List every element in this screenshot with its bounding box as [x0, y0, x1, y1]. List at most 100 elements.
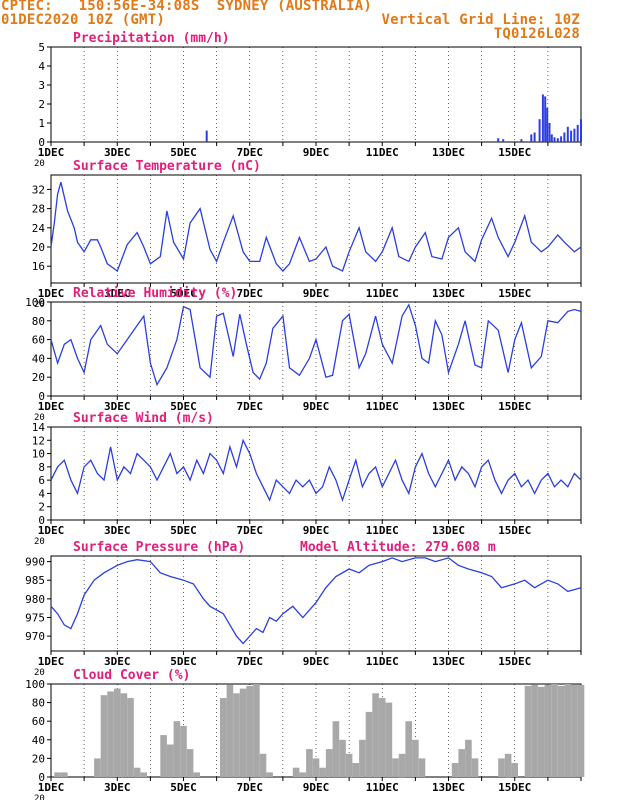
cloud-bar [577, 684, 585, 777]
y-tick-label: 32 [32, 183, 45, 196]
y-tick-label: 8 [38, 461, 45, 474]
precip-bar [563, 132, 566, 142]
precip-bar [553, 137, 556, 143]
y-tick-label: 100 [25, 296, 45, 309]
x-tick-label: 9DEC [303, 146, 330, 159]
y-tick-label: 60 [32, 334, 45, 347]
x-tick-label: 7DEC [237, 655, 264, 668]
x-tick-label: 5DEC [170, 287, 197, 300]
x-tick-label: 11DEC [366, 655, 399, 668]
cloud-bar [345, 753, 353, 778]
cloud-bar [114, 688, 121, 777]
y-tick-label: 16 [32, 260, 45, 273]
x-tick-label: 13DEC [432, 781, 465, 794]
x-tick-label: 15DEC [498, 655, 531, 668]
x-tick-label: 15DEC [498, 524, 531, 537]
press-series-line [50, 557, 582, 645]
cloud-bar [418, 758, 426, 777]
precip-bar [556, 138, 559, 142]
y-tick-label: 3 [38, 79, 45, 92]
y-tick-label: 14 [32, 421, 46, 434]
precip-bar [541, 94, 544, 142]
x-tick-label: 3DEC [104, 781, 131, 794]
cloud-bar [246, 685, 253, 777]
temp-panel [47, 174, 582, 287]
precip-bar [533, 132, 536, 142]
cloud-bar [239, 688, 247, 777]
cloud-bar [133, 767, 141, 777]
y-tick-label: 2 [38, 98, 45, 111]
x-tick-label: 5DEC [170, 400, 197, 413]
header-location: CPTEC: 150:56E-34:08S SYDNEY (AUSTRALIA) [1, 0, 373, 14]
precip-bar [497, 138, 500, 142]
x-tick-label: 15DEC [498, 781, 531, 794]
y-tick-label: 80 [32, 697, 45, 710]
cloud-bar [325, 749, 333, 777]
cloud-bar [571, 684, 578, 777]
cloud-bar [385, 702, 393, 777]
x-tick-label: 3DEC [104, 400, 131, 413]
cloud-bar [226, 684, 234, 777]
cloud-bar [219, 698, 227, 777]
y-tick-label: 28 [32, 203, 45, 216]
x-tick-label: 15DEC [498, 287, 531, 300]
cloud-bar [359, 739, 366, 777]
precip-bar [538, 119, 541, 142]
y-tick-label: 20 [32, 241, 45, 254]
cloud-bar [319, 767, 326, 777]
cloud-bar [524, 685, 532, 777]
cloud-bar [378, 698, 386, 777]
y-tick-label: 20 [32, 752, 45, 765]
y-tick-label: 990 [25, 556, 45, 569]
y-tick-label: 100 [25, 678, 45, 691]
precip-bar [570, 130, 573, 142]
x-tick-label: 15DEC [498, 400, 531, 413]
y-tick-label: 4 [38, 60, 45, 73]
precip-bar [205, 130, 208, 142]
x-tick-label: 7DEC [237, 400, 264, 413]
cloud-panel [47, 683, 585, 781]
wind-title: Surface Wind (m/s) [73, 411, 214, 426]
y-tick-label: 2 [38, 501, 45, 514]
precip-bar [544, 96, 547, 142]
y-tick-label: 0 [38, 514, 45, 527]
x-tick-label: 11DEC [366, 781, 399, 794]
x-tick-label: 13DEC [432, 400, 465, 413]
precip-bar [573, 128, 576, 142]
x-axis-stub: 20 [34, 300, 45, 310]
x-tick-label: 3DEC [104, 655, 131, 668]
y-tick-label: 970 [25, 630, 45, 643]
y-tick-label: 20 [32, 371, 45, 384]
x-axis-stub: 20 [34, 794, 45, 800]
cloud-bar [259, 753, 267, 778]
cloud-bar [465, 739, 472, 777]
cloud-bar [173, 721, 181, 777]
header-model-id: TQ0126L028 [493, 26, 580, 42]
x-tick-label: 13DEC [432, 287, 465, 300]
y-tick-label: 985 [25, 574, 45, 587]
cloud-bar [160, 735, 167, 777]
precip-bar [548, 123, 551, 142]
x-tick-label: 1DEC [38, 524, 65, 537]
cloud-bar [557, 685, 565, 777]
y-tick-label: 60 [32, 715, 45, 728]
cloud-bar [233, 693, 240, 777]
cloud-bar [266, 772, 273, 777]
y-tick-label: 40 [32, 352, 45, 365]
cloud-bar [471, 758, 479, 777]
x-tick-label: 11DEC [366, 524, 399, 537]
precip-bar [576, 124, 579, 142]
cloud-bar [538, 686, 545, 777]
cloud-bar [352, 763, 359, 777]
x-axis-stub: 20 [34, 668, 45, 678]
wind-panel [47, 426, 582, 524]
cloud-bar [332, 721, 340, 777]
x-tick-label: 1DEC [38, 655, 65, 668]
cloud-bar [339, 739, 346, 777]
x-tick-label: 5DEC [170, 524, 197, 537]
cloud-bar [564, 684, 572, 777]
x-axis-stub: 20 [34, 413, 45, 423]
cloud-bar [405, 721, 412, 777]
y-tick-label: 40 [32, 734, 45, 747]
